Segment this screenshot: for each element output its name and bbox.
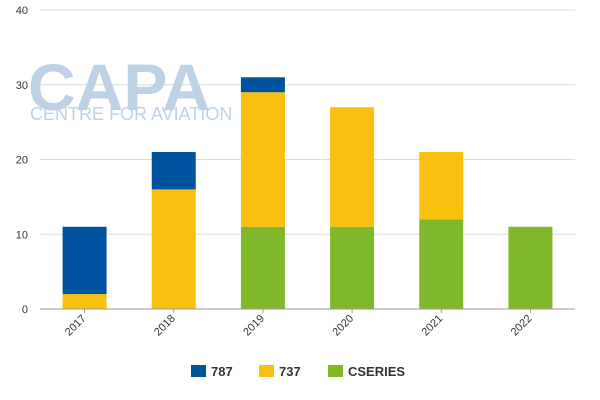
legend: 787 737 CSERIES — [191, 364, 405, 379]
gridlines — [40, 9, 575, 235]
bar-cseries-2021 — [419, 219, 464, 309]
legend-swatch-737 — [259, 365, 274, 377]
x-tick-label-2021: 2021 — [420, 313, 446, 339]
y-tick-label: 20 — [16, 155, 28, 167]
x-tick-label-2020: 2020 — [330, 313, 356, 339]
bar-cseries-2022 — [508, 226, 553, 309]
bar-cseries-2019 — [240, 226, 285, 309]
legend-label-737: 737 — [279, 364, 301, 379]
bar-737-2020 — [330, 107, 375, 227]
x-tick-label-2017: 2017 — [63, 313, 89, 339]
bar-737-2018 — [151, 189, 196, 309]
bar-787-2018 — [151, 152, 196, 190]
y-tick-label: 0 — [22, 304, 28, 316]
bar-787-2017 — [62, 226, 107, 295]
x-tick-label-2018: 2018 — [152, 313, 178, 339]
bar-737-2019 — [240, 92, 285, 227]
bar-737-2017 — [62, 294, 107, 309]
y-tick-label: 30 — [16, 80, 28, 92]
bar-cseries-2020 — [330, 226, 375, 309]
y-tick-label: 40 — [16, 5, 28, 17]
capa-watermark: CAPA CENTRE FOR AVIATION — [28, 50, 232, 124]
bar-787-2019 — [240, 77, 285, 93]
x-tick-label-2022: 2022 — [509, 313, 535, 339]
watermark-sub-text: CENTRE FOR AVIATION — [30, 104, 232, 124]
bar-737-2021 — [419, 152, 464, 220]
legend-swatch-787 — [191, 365, 206, 377]
y-tick-label: 10 — [16, 229, 28, 241]
legend-label-787: 787 — [211, 364, 233, 379]
x-tick-label-2019: 2019 — [241, 313, 267, 339]
watermark-main-text: CAPA — [28, 50, 210, 124]
legend-swatch-cseries — [328, 365, 343, 377]
legend-label-cseries: CSERIES — [348, 364, 405, 379]
bars — [62, 77, 553, 309]
